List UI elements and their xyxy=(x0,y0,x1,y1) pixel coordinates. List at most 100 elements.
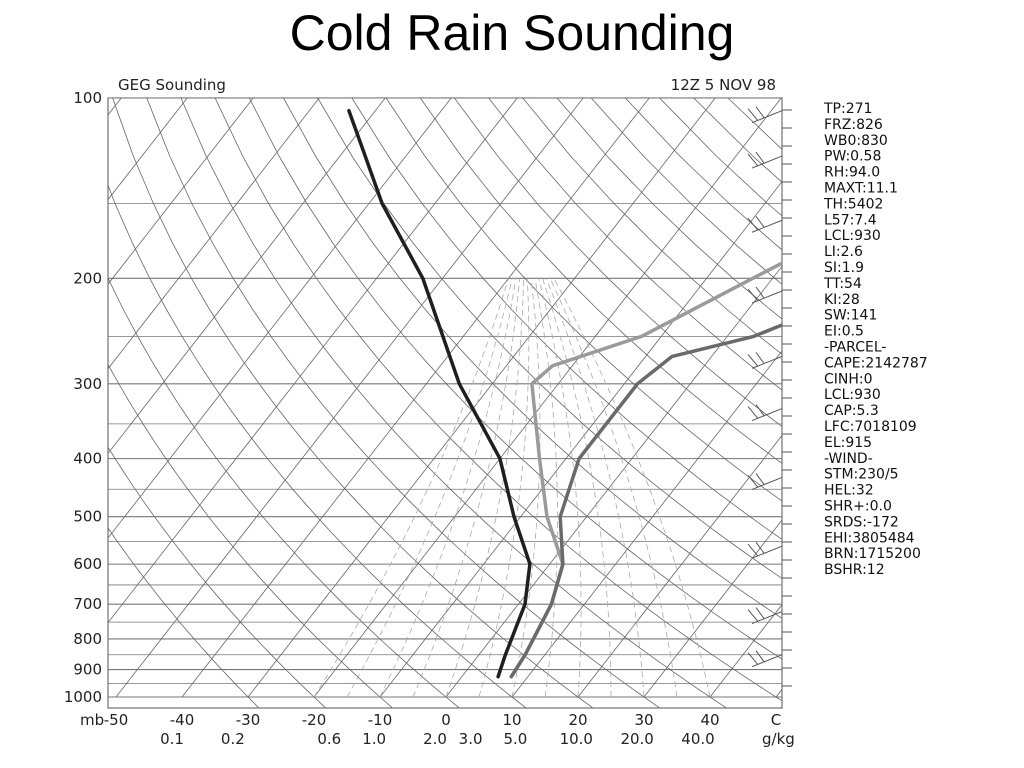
isotherm-line xyxy=(0,98,55,697)
wind-barb-staff xyxy=(751,545,783,559)
pressure-tick-label: 1000 xyxy=(64,688,102,706)
pressure-tick-label: 400 xyxy=(73,450,102,468)
moist-adiabat xyxy=(542,278,612,697)
pressure-tick-label: 300 xyxy=(73,375,102,393)
temperature-tick-label: 30 xyxy=(634,711,653,729)
mixing-ratio-tick-label: 40.0 xyxy=(681,730,714,748)
mixing-ratio-tick-label: 0.2 xyxy=(221,730,245,748)
pressure-tick-label: 600 xyxy=(73,555,102,573)
isotherm-line xyxy=(108,98,254,285)
sounding-index: SRDS:-172 xyxy=(824,514,899,530)
sounding-index: WB0:830 xyxy=(824,133,888,149)
sounding-index: TP:271 xyxy=(823,101,872,117)
isotherm-line xyxy=(108,98,518,624)
dry-adiabat xyxy=(385,98,782,502)
sounding-index: EL:915 xyxy=(824,435,872,451)
wind-barb-staff xyxy=(751,219,783,233)
wind-barb-flag xyxy=(747,543,759,557)
temperature-tick-label: 40 xyxy=(700,711,719,729)
wind-barb-flag xyxy=(755,215,765,228)
sounding-index: CAP:5.3 xyxy=(824,403,879,419)
isotherm-line xyxy=(181,98,650,698)
wind-barb-flag xyxy=(755,473,765,485)
dry-adiabat xyxy=(108,277,460,708)
temperature-tick-label: -50 xyxy=(104,711,129,729)
wind-barb-flag xyxy=(755,286,765,299)
sounding-index: MAXT:11.1 xyxy=(824,181,898,197)
mixing-ratio-tick-label: 2.0 xyxy=(423,730,447,748)
sounding-index: TH:5402 xyxy=(823,196,883,212)
isotherm-line xyxy=(577,434,782,698)
sounding-index: STM:230/5 xyxy=(824,467,899,483)
sounding-index: LCL:930 xyxy=(824,228,881,244)
wind-barb xyxy=(747,151,783,169)
moist-adiabat xyxy=(445,278,524,698)
sounding-index: -PARCEL- xyxy=(824,340,886,356)
sounding-index: BRN:1715200 xyxy=(824,546,921,562)
sounding-index: KI:28 xyxy=(824,292,860,308)
temperature-tick-label: -20 xyxy=(302,711,327,729)
wind-barb-flag xyxy=(747,288,759,302)
dry-adiabat xyxy=(248,98,782,660)
isotherm-line xyxy=(108,98,452,539)
moist-adiabat xyxy=(534,278,558,698)
wind-barb-staff xyxy=(751,611,783,625)
sounding-index: EHI:3805484 xyxy=(824,530,915,546)
slide-title: Cold Rain Sounding xyxy=(289,5,735,61)
wind-barb xyxy=(747,473,783,490)
sounding-index: SI:1.9 xyxy=(824,260,864,276)
pressure-tick-label: 500 xyxy=(73,508,102,526)
mixing-ratio-unit: g/kg xyxy=(762,730,795,748)
wind-barb-flag xyxy=(747,153,759,167)
dry-adiabat xyxy=(317,98,782,579)
wind-barb-flag xyxy=(755,106,765,118)
wind-barb-flag xyxy=(755,404,765,416)
isotherm-line xyxy=(445,265,782,698)
wind-barb-staff xyxy=(751,476,783,490)
sounding-index: CAPE:2142787 xyxy=(824,355,928,371)
sounding-index: HEL:32 xyxy=(824,483,874,499)
temperature-tick-label: 0 xyxy=(441,711,451,729)
temperature-tick-label: C xyxy=(771,711,781,729)
sounding-index: LI:2.6 xyxy=(824,244,863,260)
chart-title: GEG Sounding xyxy=(118,76,226,94)
pressure-tick-label: 200 xyxy=(73,269,102,287)
sounding-index: RH:94.0 xyxy=(824,165,880,181)
mixing-ratio-tick-label: 0.1 xyxy=(160,730,184,748)
moist-adiabat xyxy=(538,278,582,698)
wind-barb-staff xyxy=(751,110,783,124)
wind-barb-staff xyxy=(751,155,783,169)
moist-adiabat xyxy=(545,278,645,698)
wind-barb-flag xyxy=(747,108,759,122)
sounding-index: BSHR:12 xyxy=(824,562,885,578)
moist-adiabat xyxy=(379,278,517,698)
moist-adiabat xyxy=(478,278,530,698)
sounding-index: SW:141 xyxy=(824,308,877,324)
sounding-index: CINH:0 xyxy=(824,371,873,387)
wind-barb-staff xyxy=(751,355,783,369)
dry-adiabat xyxy=(283,98,782,619)
pressure-tick-label: 100 xyxy=(73,89,102,107)
temperature-tick-label: 20 xyxy=(568,711,587,729)
temperature-tick-label: -30 xyxy=(236,711,261,729)
sounding-index: LCL:930 xyxy=(824,387,881,403)
sounding-index: LFC:7018109 xyxy=(824,419,917,435)
mixing-ratio-tick-label: 20.0 xyxy=(620,730,653,748)
dry-adiabat xyxy=(180,98,728,708)
isotherm-line xyxy=(379,180,782,698)
dry-adiabat xyxy=(522,98,782,355)
mixing-ratio-tick-label: 1.0 xyxy=(362,730,386,748)
wind-barb xyxy=(747,352,783,369)
dry-adiabat xyxy=(146,98,661,708)
wind-barb-flag xyxy=(747,354,759,367)
isotherm-line xyxy=(511,350,782,698)
wind-barb-flag xyxy=(755,650,765,663)
dry-adiabat xyxy=(108,446,327,708)
moist-adiabat xyxy=(549,278,678,698)
dry-adiabat xyxy=(214,98,782,702)
moist-adiabat xyxy=(511,278,541,698)
isotherm-line xyxy=(108,98,320,370)
isotherm-line xyxy=(775,688,782,698)
wind-barb xyxy=(747,650,783,668)
